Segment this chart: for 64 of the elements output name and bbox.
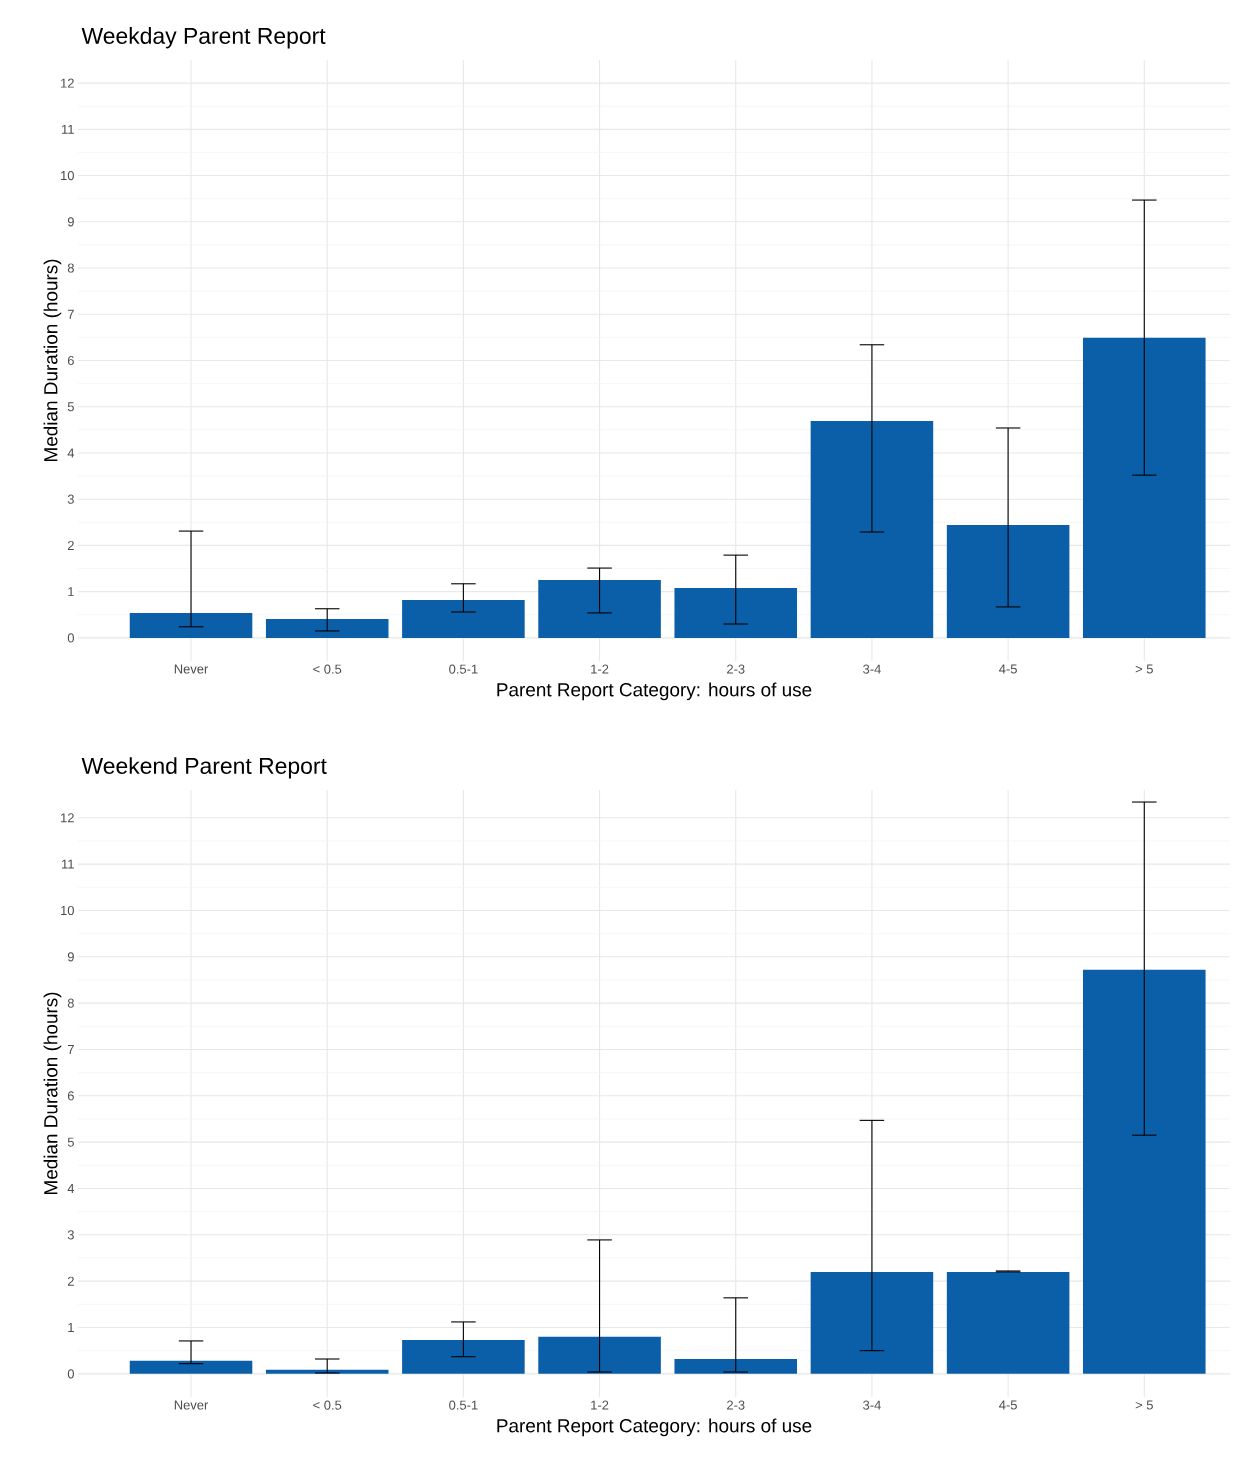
y-tick-label: 1 [68,1323,74,1332]
bar [674,1359,798,1374]
y-tick-label: 4 [67,1184,75,1193]
x-tick-label: 3-4 [863,664,881,674]
x-tick-label: < 0.5 [313,664,342,674]
y-tick-label: 6 [67,1091,74,1101]
y-axis-title: Median Duration (hours) [43,259,62,461]
bar [674,587,798,638]
bar [946,1271,1070,1374]
y-tick-label: 11 [62,859,74,869]
x-tick-label: Never [174,664,209,674]
y-tick-label: 7 [67,309,74,319]
chart-title: Weekday Parent Report [81,27,326,49]
x-tick-label: 4-5 [999,1400,1017,1410]
y-tick-label: 7 [67,1045,74,1054]
y-tick-label: 11 [62,124,74,134]
y-tick-label: 3 [67,1230,74,1240]
bar [538,580,661,638]
bar [265,618,389,638]
y-tick-label: 5 [67,402,74,412]
y-tick-label: 10 [61,905,74,916]
y-tick-label: 9 [67,217,74,227]
y-tick-label: 2 [67,1276,74,1286]
x-tick-label: 4-5 [999,664,1017,674]
x-tick-label: 1-2 [591,1400,609,1410]
x-tick-label: 0.5-1 [449,1400,478,1410]
bar [265,1369,389,1374]
y-tick-label: 5 [67,1137,74,1147]
y-tick-label: 8 [67,263,74,273]
bar [946,525,1070,638]
bar [538,1336,661,1374]
x-tick-label: 1-2 [591,664,609,674]
y-tick-label: 10 [61,170,74,181]
y-tick-label: 0 [67,633,74,643]
y-axis-title: Median Duration (hours) [43,992,62,1194]
y-tick-label: 0 [67,1369,74,1379]
chart-title: Weekend Parent Report [81,757,327,779]
x-tick-label: > 5 [1135,1400,1153,1410]
bar [1083,337,1206,638]
y-tick-label: 12 [61,813,74,823]
y-tick-label: 12 [61,78,74,88]
x-tick-label: < 0.5 [313,1400,342,1410]
x-axis-title: Parent Report Category: hours of use [497,1418,812,1437]
bar [810,421,934,638]
y-tick-label: 6 [67,355,74,366]
x-tick-label: 2-3 [727,1400,745,1410]
x-tick-label: Never [174,1400,209,1410]
bar [402,599,525,638]
y-tick-label: 2 [67,540,74,550]
y-tick-label: 4 [67,448,75,458]
x-axis-title: Parent Report Category: hours of use [497,682,812,701]
y-tick-label: 3 [67,494,74,504]
x-tick-label: 2-3 [727,664,745,674]
x-tick-label: 0.5-1 [449,664,478,674]
x-tick-label: > 5 [1135,664,1153,674]
bar [129,1360,253,1374]
y-tick-label: 9 [67,952,74,962]
x-tick-label: 3-4 [863,1400,881,1410]
bar [810,1271,934,1374]
bar [1083,969,1206,1374]
bar [402,1340,525,1374]
bar [129,612,253,638]
y-tick-label: 1 [68,587,74,597]
y-tick-label: 8 [67,998,74,1008]
